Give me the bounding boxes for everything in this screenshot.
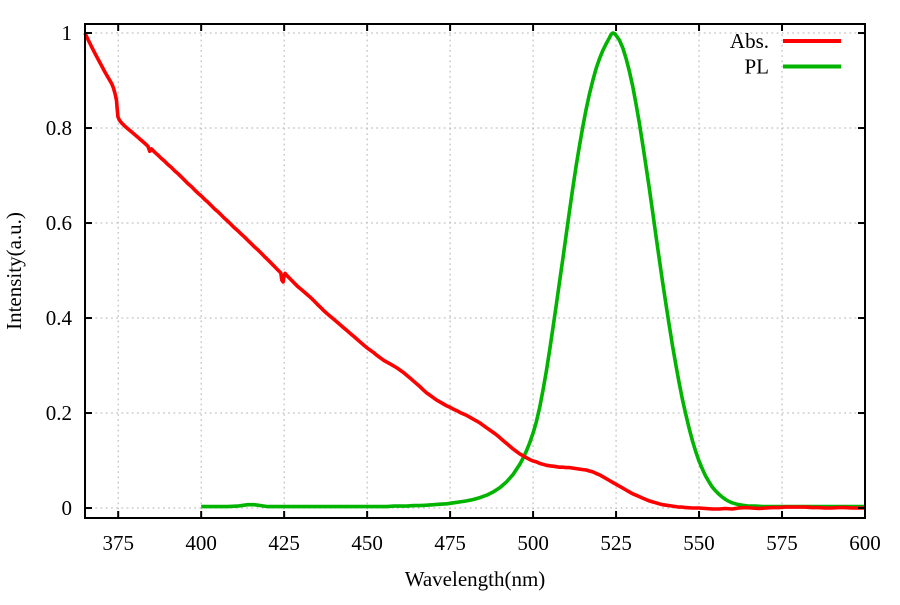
abs-curve bbox=[83, 32, 865, 511]
x-tick-label: 400 bbox=[185, 531, 217, 555]
x-axis-label: Wavelength(nm) bbox=[405, 567, 546, 591]
x-tick-label: 450 bbox=[351, 531, 383, 555]
y-tick-label: 1 bbox=[62, 21, 73, 45]
y-axis-label: Intensity(a.u.) bbox=[2, 212, 26, 330]
x-tick-label: 600 bbox=[849, 531, 881, 555]
legend-label-abs: Abs. bbox=[730, 29, 769, 53]
x-tick-label: 475 bbox=[434, 531, 466, 555]
x-tick-label: 550 bbox=[683, 531, 715, 555]
y-tick-label: 0 bbox=[62, 496, 73, 520]
y-tick-label: 0.8 bbox=[46, 116, 72, 140]
x-tick-label: 375 bbox=[102, 531, 134, 555]
x-tick-label: 425 bbox=[268, 531, 300, 555]
plot-border bbox=[84, 23, 866, 519]
x-tick-label: 500 bbox=[517, 531, 549, 555]
pl-curve bbox=[201, 31, 865, 509]
x-tick-label: 525 bbox=[600, 531, 632, 555]
y-tick-label: 0.2 bbox=[46, 401, 72, 425]
legend-label-pl: PL bbox=[744, 55, 769, 79]
y-tick-label: 0.4 bbox=[46, 306, 73, 330]
x-tick-label: 575 bbox=[766, 531, 798, 555]
y-tick-label: 0.6 bbox=[46, 211, 72, 235]
